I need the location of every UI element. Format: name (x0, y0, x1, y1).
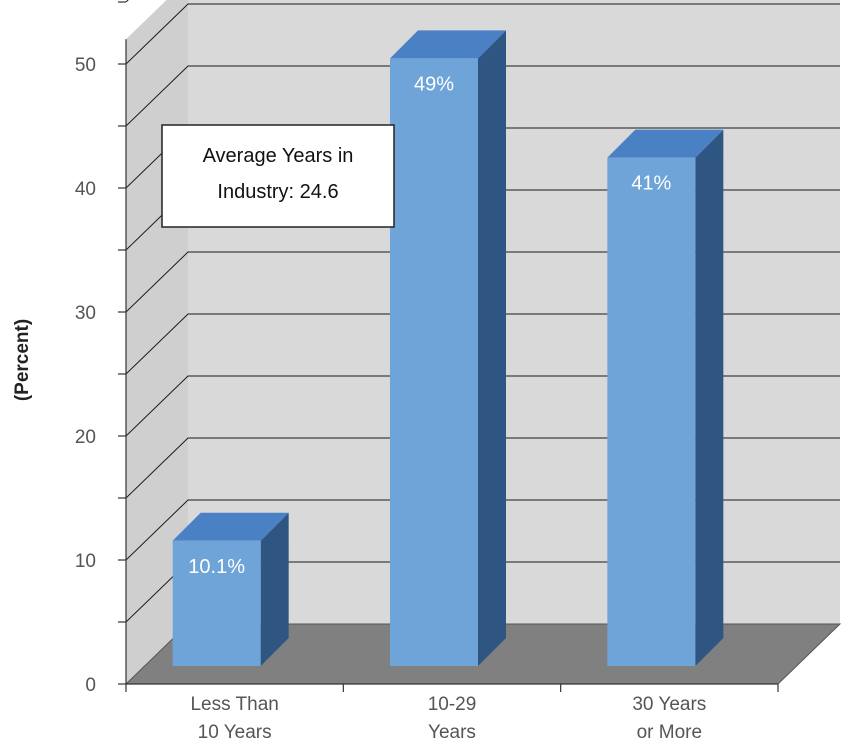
bar (172, 512, 289, 666)
y-tick-label: 20 (75, 427, 96, 448)
bar-top (390, 30, 506, 59)
bar-front (172, 540, 261, 666)
bar-side (478, 30, 506, 666)
data-label: 10.1% (188, 556, 245, 578)
x-tick-label: Years (428, 722, 476, 743)
bar-side (260, 512, 289, 666)
y-tick-label: 30 (75, 303, 96, 324)
annotation-line-1: Average Years in (203, 145, 354, 167)
data-label: 49% (414, 73, 454, 95)
axes (118, 1, 779, 692)
annotation-line-2: Industry: 24.6 (217, 181, 338, 203)
data-label: 41% (631, 173, 671, 195)
gridline (125, 3, 840, 65)
x-tick-label: 30 Years (632, 694, 706, 715)
gridline (125, 65, 840, 127)
y-tick-label: 40 (75, 179, 96, 200)
annotation-box: Average Years in Industry: 24.6 (161, 124, 395, 228)
bar-front (607, 157, 696, 666)
y-axis-label: (Percent) (12, 319, 33, 401)
bar-top (607, 129, 724, 158)
y-tick-label: 50 (75, 55, 96, 76)
bar-top (172, 512, 289, 541)
data-labels: 10.1% 49% 41% (188, 73, 671, 577)
bars (172, 30, 724, 667)
bar-side (695, 129, 724, 667)
bar-front (390, 58, 478, 666)
y-tick-label: 0 (85, 675, 96, 696)
x-tick-labels: Less Than 10 Years 10-29 Years 30 Years or Mo… (190, 694, 706, 743)
bar (390, 30, 506, 666)
x-tick-label: 10-29 (428, 694, 477, 715)
x-tick-label: or More (637, 722, 702, 743)
y-tick-label: 10 (75, 551, 96, 572)
bar (607, 129, 724, 667)
x-tick-label: 10 Years (198, 722, 272, 743)
y-tick-labels: 0 10 20 30 40 50 (75, 55, 96, 696)
x-tick-label: Less Than (190, 694, 278, 715)
